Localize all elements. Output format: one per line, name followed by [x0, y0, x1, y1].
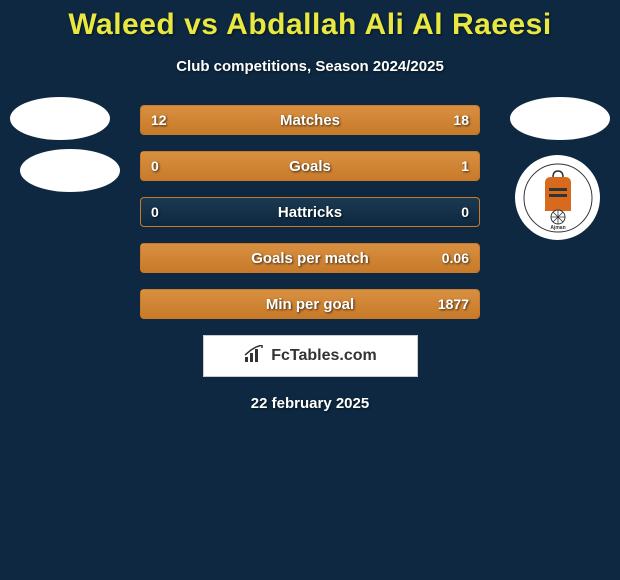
stat-bars: 12Matches180Goals10Hattricks0Goals per m… — [140, 105, 480, 319]
chart-icon — [243, 345, 265, 368]
stat-row: 12Matches18 — [140, 105, 480, 135]
stat-value-right: 1 — [461, 158, 469, 174]
stat-label: Hattricks — [141, 204, 479, 221]
stat-value-right: 18 — [453, 112, 469, 128]
ajman-club-icon: Ajman — [523, 163, 593, 233]
fctables-badge[interactable]: FcTables.com — [203, 335, 418, 377]
stat-value-right: 1877 — [438, 296, 469, 312]
stat-label: Goals per match — [141, 250, 479, 267]
player-badge-right — [510, 97, 610, 140]
comparison-card: Waleed vs Abdallah Ali Al Raeesi Club co… — [0, 0, 620, 412]
stats-area: Ajman 12Matches180Goals10Hattricks0Goals… — [0, 105, 620, 412]
player-badge-left — [10, 97, 110, 140]
club-logo-right: Ajman — [515, 155, 600, 240]
stat-row: Goals per match0.06 — [140, 243, 480, 273]
stat-label: Goals — [141, 158, 479, 175]
svg-text:Ajman: Ajman — [550, 225, 565, 231]
stat-label: Matches — [141, 112, 479, 129]
subtitle: Club competitions, Season 2024/2025 — [0, 58, 620, 75]
date-label: 22 february 2025 — [0, 395, 620, 412]
stat-row: Min per goal1877 — [140, 289, 480, 319]
page-title: Waleed vs Abdallah Ali Al Raeesi — [0, 8, 620, 42]
stat-row: 0Goals1 — [140, 151, 480, 181]
stat-value-right: 0 — [461, 204, 469, 220]
stat-row: 0Hattricks0 — [140, 197, 480, 227]
club-badge-left — [20, 149, 120, 192]
stat-value-right: 0.06 — [442, 250, 469, 266]
fctables-label: FcTables.com — [271, 347, 377, 365]
stat-label: Min per goal — [141, 296, 479, 313]
